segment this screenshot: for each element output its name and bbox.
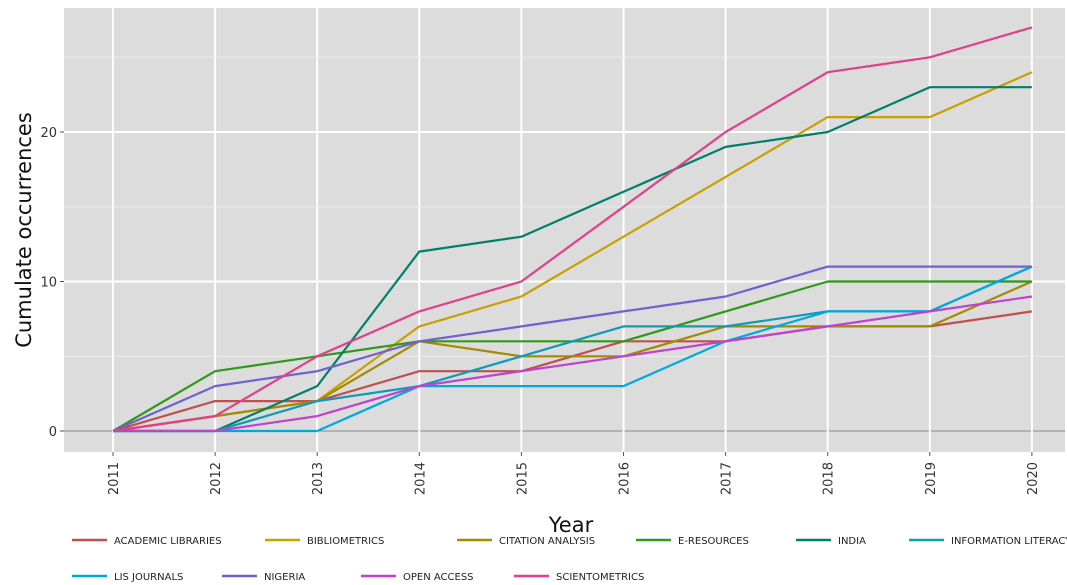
legend-label: E-RESOURCES: [678, 536, 749, 547]
x-axis-ticks: 2011 2012 2013 2014 2015 2016 2017 2018 2019 2020: [107, 452, 1041, 495]
legend-label: LIS JOURNALS: [114, 572, 183, 583]
legend-label: NIGERIA: [264, 572, 305, 583]
legend-item: BIBLIOMETRICS: [265, 536, 384, 547]
legend-label: OPEN ACCESS: [403, 572, 474, 583]
legend-item: INDIA: [796, 536, 866, 547]
x-tick-label: 2019: [924, 462, 939, 495]
x-tick-label: 2014: [413, 462, 428, 495]
legend-item: CITATION ANALYSIS: [457, 536, 595, 547]
legend-label: INDIA: [838, 536, 866, 547]
series-line-6: [113, 265, 1033, 433]
series-line-9: [112, 26, 1033, 433]
legend-item: SCIENTOMETRICS: [514, 572, 644, 583]
x-tick-label: 2011: [107, 462, 122, 495]
legend-item: ACADEMIC LIBRARIES: [72, 536, 222, 547]
x-tick-label: 2017: [720, 462, 735, 495]
x-axis-title: Year: [548, 513, 594, 537]
series-line-8: [113, 295, 1033, 433]
y-tick-label: 0: [49, 425, 57, 440]
x-tick-label: 2015: [515, 462, 530, 495]
legend-item: NIGERIA: [222, 572, 305, 583]
x-tick-label: 2018: [822, 462, 837, 495]
legend-label: INFORMATION LITERACY: [951, 536, 1067, 547]
series-line-4: [113, 86, 1032, 433]
x-tick-label: 2020: [1026, 462, 1041, 495]
legend-label: ACADEMIC LIBRARIES: [114, 536, 222, 547]
plot-background: [64, 8, 1065, 452]
legend-item: INFORMATION LITERACY: [909, 536, 1067, 547]
legend-label: SCIENTOMETRICS: [556, 572, 644, 583]
legend-item: LIS JOURNALS: [72, 572, 183, 583]
y-tick-label: 20: [40, 126, 57, 141]
x-tick-label: 2013: [311, 462, 326, 495]
x-tick-label: 2016: [618, 462, 633, 495]
legend-item: OPEN ACCESS: [361, 572, 474, 583]
y-axis-ticks: 0 10 20: [40, 126, 64, 440]
legend-label: CITATION ANALYSIS: [499, 536, 595, 547]
x-tick-label: 2012: [209, 462, 224, 495]
legend: ACADEMIC LIBRARIES BIBLIOMETRICS CITATION …: [72, 536, 1067, 583]
grid-lines: [64, 8, 1065, 452]
y-axis-title: Cumulate occurrences: [12, 112, 36, 348]
series-line-7: [112, 265, 1032, 433]
legend-label: BIBLIOMETRICS: [307, 536, 384, 547]
y-tick-label: 10: [40, 276, 57, 291]
series-layer: [112, 26, 1033, 433]
legend-item: E-RESOURCES: [636, 536, 749, 547]
